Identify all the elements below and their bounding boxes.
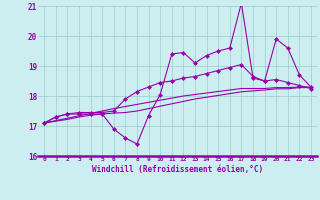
- X-axis label: Windchill (Refroidissement éolien,°C): Windchill (Refroidissement éolien,°C): [92, 165, 263, 174]
